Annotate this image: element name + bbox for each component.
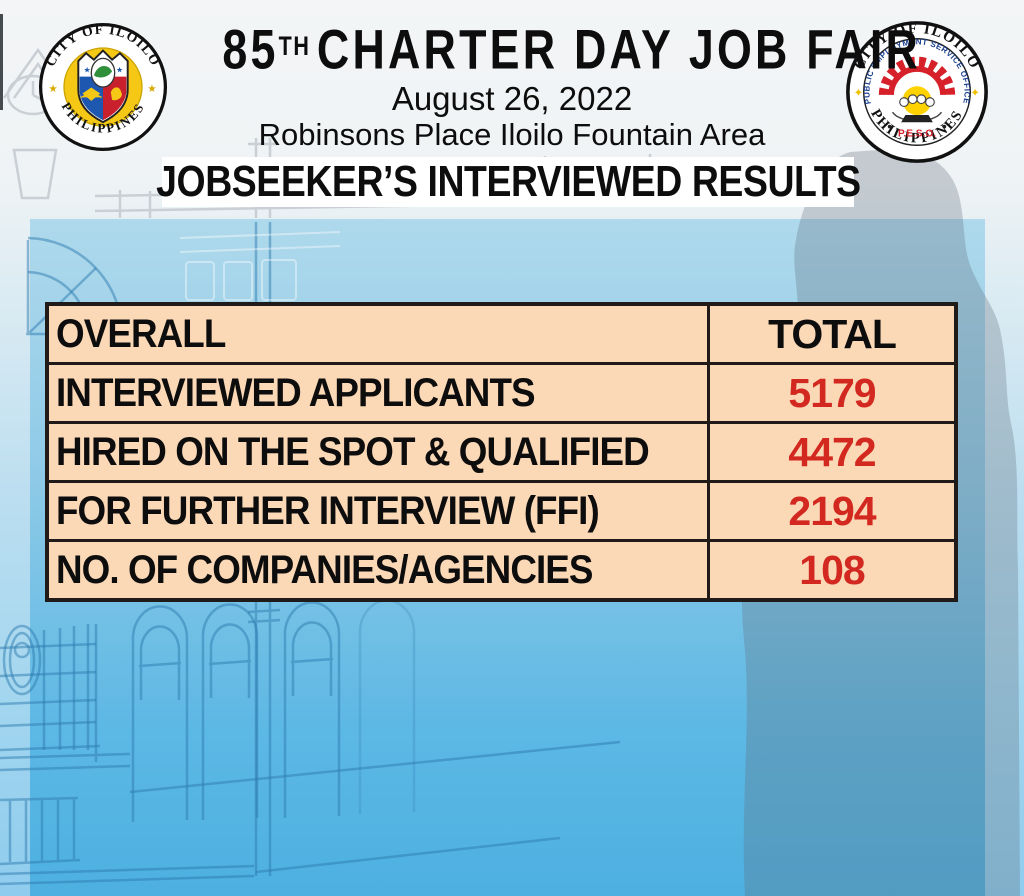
table-row: FOR FURTHER INTERVIEW (FFI) 2194 (49, 480, 954, 539)
row-value: 108 (799, 546, 865, 593)
header-overall: OVERALL (49, 306, 710, 362)
row-value: 5179 (788, 369, 876, 416)
lion-icon (110, 87, 122, 101)
event-venue: Robinsons Place Iloilo Fountain Area (258, 117, 766, 153)
svg-text:★: ★ (116, 66, 123, 75)
row-value: 2194 (788, 487, 876, 534)
city-of-iloilo-seal: CITY OF ILOILO PHILIPPINES ★ ★ ★ ★ (38, 22, 168, 157)
row-label: INTERVIEWED APPLICANTS (49, 365, 710, 421)
gear-icon (878, 56, 956, 96)
event-date: August 26, 2022 (391, 80, 633, 118)
title-block: 85TH CHARTER DAY JOB FAIR August 26, 2022… (150, 17, 922, 153)
row-label: FOR FURTHER INTERVIEW (FFI) (49, 483, 710, 539)
results-heading: JOBSEEKER’S INTERVIEWED RESULTS (155, 157, 861, 206)
table-row: HIRED ON THE SPOT & QUALIFIED 4472 (49, 421, 954, 480)
results-heading-band: JOBSEEKER’S INTERVIEWED RESULTS (156, 157, 861, 207)
event-title: 85TH CHARTER DAY JOB FAIR (222, 17, 922, 81)
table-header-row: OVERALL TOTAL (49, 306, 954, 362)
row-label: NO. OF COMPANIES/AGENCIES (49, 542, 710, 598)
star-icon: ✦ (970, 87, 980, 99)
table-row: INTERVIEWED APPLICANTS 5179 (49, 362, 954, 421)
peso-seal: CITY OF ILOILO PHILIPPINES ✦ ✦ PUBLIC EM… (845, 20, 989, 169)
scan-edge-artifact (0, 14, 3, 110)
header-total: TOTAL (768, 310, 897, 357)
svg-text:★: ★ (84, 66, 91, 75)
people-icons (891, 94, 943, 123)
row-label: HIRED ON THE SPOT & QUALIFIED (49, 424, 710, 480)
star-icon: ★ (48, 84, 57, 95)
table-row: NO. OF COMPANIES/AGENCIES 108 (49, 539, 954, 598)
row-value: 4472 (788, 428, 876, 475)
star-icon: ✦ (854, 87, 864, 99)
star-icon: ★ (147, 84, 156, 95)
eagle-icon (80, 87, 102, 101)
peso-acronym: P.E.S.O. (898, 129, 936, 140)
results-table: OVERALL TOTAL INTERVIEWED APPLICANTS 517… (45, 302, 958, 602)
